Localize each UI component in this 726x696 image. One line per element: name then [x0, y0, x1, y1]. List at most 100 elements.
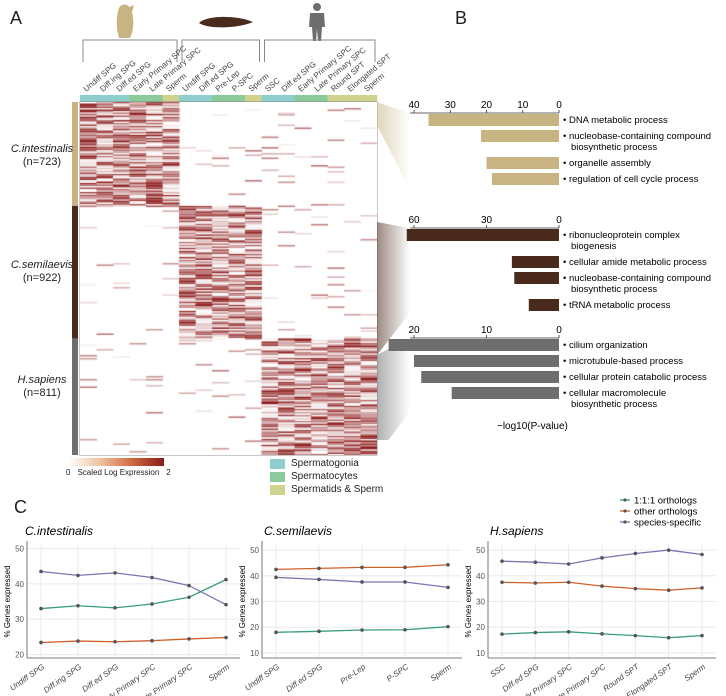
y-tick-label: 50 — [476, 546, 485, 555]
stage-color-cell — [129, 95, 147, 102]
bar-label-line: • nucleobase-containing compound — [563, 131, 711, 142]
data-point — [317, 577, 321, 582]
legend-swatch — [270, 484, 285, 495]
data-point — [187, 637, 191, 641]
data-point — [566, 562, 571, 566]
bar — [481, 130, 559, 142]
data-point — [150, 638, 154, 643]
species-color-bar — [72, 338, 78, 455]
bar — [428, 114, 559, 126]
species-label-h-sap: H.sapiens (n=811) — [2, 374, 82, 400]
legend-swatch — [270, 458, 285, 469]
data-point — [500, 580, 504, 585]
data-point — [446, 624, 450, 629]
panel-letter-b: B — [455, 8, 468, 28]
species-name: C.semilaevis — [10, 259, 74, 271]
bar-label-line: biosynthetic process — [571, 399, 657, 410]
tick-label: 60 — [408, 215, 420, 226]
bar-label-line: • microtubule-based process — [563, 356, 683, 367]
y-tick-label: 50 — [250, 546, 259, 555]
bar-label: • DNA metabolic process — [563, 115, 668, 126]
data-point — [533, 630, 538, 635]
species-label-c-sem: C.semilaevis (n=922) — [2, 259, 82, 285]
data-point — [700, 633, 704, 638]
bar-label-line: • DNA metabolic process — [563, 115, 668, 126]
species-label-c-int: C.intestinalis (n=723) — [2, 143, 82, 169]
expression-scale-bar — [68, 458, 164, 466]
bar — [486, 157, 559, 169]
tick-label: 10 — [481, 325, 493, 336]
x-tick-label: Diff.ed SPG — [284, 662, 324, 694]
data-point — [633, 633, 638, 638]
data-point — [317, 566, 321, 571]
species-bracket — [181, 39, 260, 62]
x-axis-label: −log10(P-value) — [497, 421, 568, 432]
data-point — [666, 635, 671, 640]
gene-count: (n=723) — [22, 156, 62, 168]
data-point — [633, 551, 638, 556]
scale-label: Scaled Log Expression — [77, 468, 160, 477]
data-point — [76, 603, 80, 608]
gene-count: (n=922) — [22, 272, 62, 284]
legend-label: 1:1:1 orthologs — [634, 496, 697, 507]
x-tick-label: Sperm — [429, 662, 454, 683]
stage-color-cell — [195, 95, 213, 102]
species-bracket — [264, 39, 376, 62]
bar-label-line: • nucleobase-containing compound — [563, 273, 711, 284]
bar-label-line: • cellular macromolecule — [563, 388, 666, 399]
bar — [406, 229, 559, 241]
tick-label: 20 — [481, 100, 493, 111]
bar-label: • cellular protein catabolic process — [563, 372, 707, 383]
stage-color-cell — [96, 95, 114, 102]
data-point — [187, 583, 191, 588]
scale-max: 2 — [166, 468, 171, 477]
bar-label: • cellular macromolecule biosynthetic pro… — [563, 388, 666, 410]
tick-label: 20 — [408, 325, 420, 336]
data-point — [403, 580, 407, 584]
data-point — [224, 577, 228, 582]
data-point — [446, 585, 450, 590]
bar — [451, 387, 559, 399]
species-color-bar — [72, 205, 78, 339]
tick-label: 10 — [517, 100, 529, 111]
bar-label: • microtubule-based process — [563, 356, 683, 367]
y-tick-label: 40 — [476, 572, 485, 581]
data-point — [113, 571, 117, 575]
data-point — [360, 565, 364, 570]
bar-label: • nucleobase-containing compound biosynth… — [563, 131, 711, 153]
stage-legend-item: Spermatids & Sperm — [270, 483, 383, 496]
bar-label-line: • organelle assembly — [563, 158, 651, 169]
data-point — [274, 575, 278, 580]
bar-label-line: biogenesis — [571, 241, 617, 252]
legend-point — [623, 509, 627, 513]
stage-color-cell — [179, 95, 196, 102]
bar-label-line: • cellular amide metabolic process — [563, 257, 707, 268]
legend-swatch — [270, 471, 285, 482]
species-bracket — [82, 39, 178, 62]
bar — [511, 256, 559, 268]
data-point — [533, 581, 538, 585]
bar-label: • nucleobase-containing compound biosynth… — [563, 273, 711, 295]
bar-label-line: • regulation of cell cycle process — [563, 174, 699, 185]
bar-label: • tRNA metabolic process — [563, 300, 671, 311]
legend-label: Spermatogonia — [291, 458, 359, 469]
tick-label: 0 — [556, 325, 562, 336]
x-tick-label: Sperm — [683, 662, 708, 683]
stage-legend-item: Spermatocytes — [270, 470, 383, 483]
y-axis-label: % Genes expressed — [464, 565, 473, 637]
series-line-1 — [40, 636, 227, 644]
data-point — [224, 635, 228, 640]
data-point — [500, 559, 504, 563]
stage-legend: Spermatogonia Spermatocytes Spermatids &… — [270, 457, 383, 496]
data-point — [150, 575, 154, 580]
bar — [528, 299, 559, 311]
data-point — [700, 586, 704, 590]
data-point — [666, 588, 671, 592]
stage-color-cell — [294, 95, 312, 102]
legend-label: Spermatocytes — [291, 471, 358, 482]
data-point — [533, 560, 538, 565]
stage-color-cell — [261, 95, 279, 102]
bar-label: • regulation of cell cycle process — [563, 174, 699, 185]
